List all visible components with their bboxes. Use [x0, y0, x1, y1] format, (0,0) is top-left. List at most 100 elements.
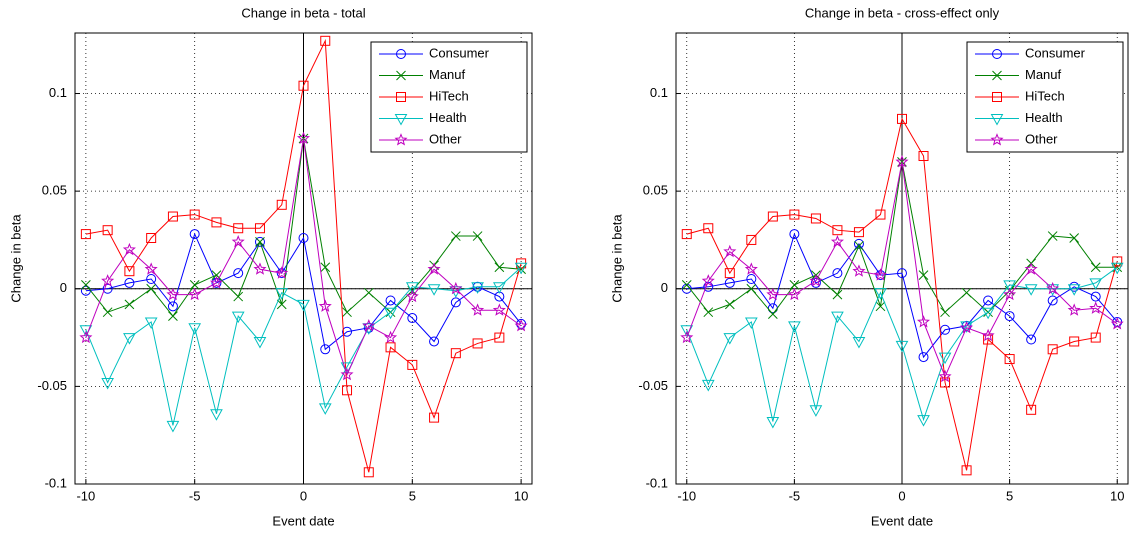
legend-label: Manuf — [429, 67, 466, 82]
marker — [789, 209, 800, 220]
marker — [874, 288, 887, 300]
marker — [938, 352, 952, 365]
x-tick-label: 5 — [1006, 488, 1013, 503]
marker — [746, 234, 757, 245]
marker — [102, 307, 113, 318]
x-tick-label: 10 — [1110, 488, 1124, 503]
marker — [429, 260, 439, 271]
x-axis-label: Event date — [272, 513, 334, 528]
marker — [396, 49, 406, 59]
marker — [189, 229, 200, 240]
marker — [342, 385, 353, 396]
marker — [938, 369, 952, 383]
marker — [766, 417, 780, 429]
marker — [832, 289, 843, 300]
y-tick-label: 0 — [661, 280, 668, 295]
marker — [254, 236, 265, 247]
legend-label: Other — [429, 131, 462, 146]
marker — [450, 231, 461, 241]
marker — [788, 321, 801, 333]
marker — [123, 333, 136, 345]
x-tick-label: -5 — [789, 488, 801, 503]
series-line — [686, 117, 1118, 471]
marker — [231, 235, 245, 248]
marker — [429, 412, 440, 423]
marker — [1112, 256, 1123, 267]
legend-label: Consumer — [429, 45, 490, 60]
x-tick-label: -5 — [189, 488, 201, 503]
marker — [275, 266, 289, 279]
marker — [1026, 334, 1037, 345]
marker — [1046, 281, 1060, 295]
marker — [514, 319, 528, 332]
marker — [405, 289, 419, 303]
marker — [1004, 354, 1015, 365]
marker — [318, 403, 332, 415]
marker — [961, 465, 972, 476]
marker — [1067, 284, 1081, 296]
marker — [101, 274, 115, 287]
marker — [1047, 295, 1058, 306]
marker — [810, 213, 821, 224]
chart-title: Change in beta - total — [241, 5, 365, 20]
marker — [789, 229, 800, 240]
marker — [767, 211, 778, 222]
marker — [961, 287, 972, 298]
marker — [681, 280, 692, 290]
marker — [450, 297, 461, 308]
y-axis-label: Change in beta — [8, 214, 23, 303]
marker — [340, 367, 354, 381]
marker — [1090, 291, 1101, 302]
marker — [1110, 262, 1124, 275]
marker — [255, 237, 265, 247]
marker — [960, 320, 974, 334]
marker — [188, 287, 202, 301]
marker — [124, 266, 135, 277]
marker — [831, 311, 844, 324]
marker — [427, 284, 441, 296]
marker — [407, 359, 418, 370]
legend-label: Manuf — [1025, 67, 1062, 82]
marker — [320, 262, 331, 273]
marker — [384, 330, 398, 344]
marker — [809, 274, 823, 287]
marker — [102, 283, 113, 294]
marker — [875, 209, 886, 220]
marker — [188, 323, 202, 335]
legend-label: Consumer — [1025, 45, 1086, 60]
marker — [724, 299, 735, 310]
marker — [1069, 336, 1080, 347]
series-line — [686, 232, 1118, 359]
marker — [189, 280, 200, 290]
marker — [1026, 404, 1037, 415]
marker — [363, 287, 374, 298]
marker — [394, 114, 408, 126]
marker — [852, 264, 866, 277]
marker — [166, 420, 180, 433]
marker — [471, 282, 484, 294]
marker — [853, 238, 864, 249]
marker — [81, 280, 91, 290]
marker — [897, 268, 907, 279]
y-axis-label: Change in beta — [609, 214, 624, 303]
marker — [144, 317, 158, 329]
marker — [253, 262, 267, 275]
marker — [724, 277, 735, 288]
marker — [342, 307, 352, 318]
marker — [990, 133, 1004, 146]
plot-frame — [675, 32, 1129, 485]
marker — [1090, 262, 1101, 273]
y-tick-label: -0.1 — [45, 475, 67, 490]
x-tick-label: -10 — [76, 488, 95, 503]
marker — [233, 291, 244, 302]
y-tick-label: 0 — [60, 280, 67, 295]
marker — [983, 295, 994, 306]
x-tick-label: -10 — [677, 488, 696, 503]
marker — [168, 311, 178, 321]
marker — [318, 299, 332, 312]
marker — [723, 333, 737, 345]
marker — [1047, 231, 1058, 241]
marker — [895, 155, 909, 168]
marker — [875, 301, 886, 312]
